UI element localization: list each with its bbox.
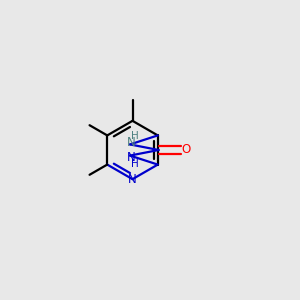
Text: H: H <box>131 131 139 141</box>
Text: N: N <box>128 173 137 186</box>
Text: H: H <box>131 159 139 169</box>
Text: N: N <box>127 136 136 149</box>
Text: N: N <box>127 151 136 164</box>
Text: O: O <box>181 143 190 157</box>
